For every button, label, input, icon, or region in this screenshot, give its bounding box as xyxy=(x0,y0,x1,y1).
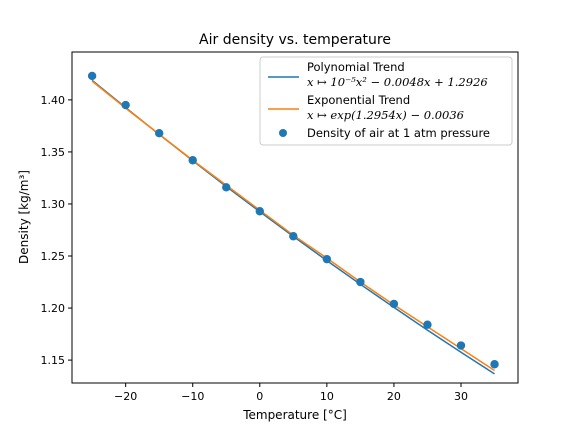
data-point-10 xyxy=(423,320,432,329)
data-point-5 xyxy=(255,207,264,216)
y-axis-ticks: 1.15 1.20 1.25 1.30 1.35 1.40 xyxy=(41,94,72,367)
y-tick-label: 1.25 xyxy=(41,250,66,263)
data-point-0 xyxy=(87,71,97,81)
y-axis-label: Density [kg/m³] xyxy=(17,170,31,264)
plot-frame xyxy=(71,51,519,384)
y-tick-label: 1.40 xyxy=(41,94,66,107)
legend-formula-exponential: x ↦ exp(1.2954x) − 0.0036 xyxy=(307,108,464,122)
legend-label-density: Density of air at 1 atm pressure xyxy=(307,126,490,140)
x-tick-label: 10 xyxy=(320,390,334,403)
x-tick-label: −20 xyxy=(114,390,137,403)
plot-points xyxy=(87,71,499,369)
legend-label-exponential: Exponential Trend xyxy=(307,93,410,107)
y-tick-label: 1.35 xyxy=(41,146,66,159)
data-point-11 xyxy=(456,341,466,350)
data-point-8 xyxy=(356,277,365,287)
data-point-7 xyxy=(322,254,332,264)
data-point-4 xyxy=(222,183,231,192)
data-point-6 xyxy=(289,232,298,241)
legend-formula-polynomial: x ↦ 10⁻⁵x² − 0.0048x + 1.2926 xyxy=(307,75,488,89)
x-axis-ticks: −20 −10 0 10 20 30 xyxy=(114,383,468,403)
chart-title: Air density vs. temperature xyxy=(199,32,391,48)
x-tick-label: 20 xyxy=(387,390,401,403)
x-tick-label: 0 xyxy=(256,390,263,403)
x-tick-label: 30 xyxy=(454,390,468,403)
data-point-12 xyxy=(490,360,499,369)
legend-box xyxy=(259,56,513,146)
y-tick-label: 1.20 xyxy=(41,302,66,315)
y-tick-label: 1.15 xyxy=(41,354,66,367)
data-point-2 xyxy=(154,128,164,138)
data-point-3 xyxy=(188,156,197,165)
data-point-9 xyxy=(389,299,399,309)
x-tick-label: −10 xyxy=(181,390,204,403)
legend-marker-density xyxy=(279,129,287,137)
legend: Polynomial Trend x ↦ 10⁻⁵x² − 0.0048x + … xyxy=(259,56,513,146)
y-tick-label: 1.30 xyxy=(41,198,66,211)
x-axis-label: Temperature [°C] xyxy=(242,408,347,422)
data-point-1 xyxy=(121,100,130,110)
legend-label-polynomial: Polynomial Trend xyxy=(307,60,405,74)
